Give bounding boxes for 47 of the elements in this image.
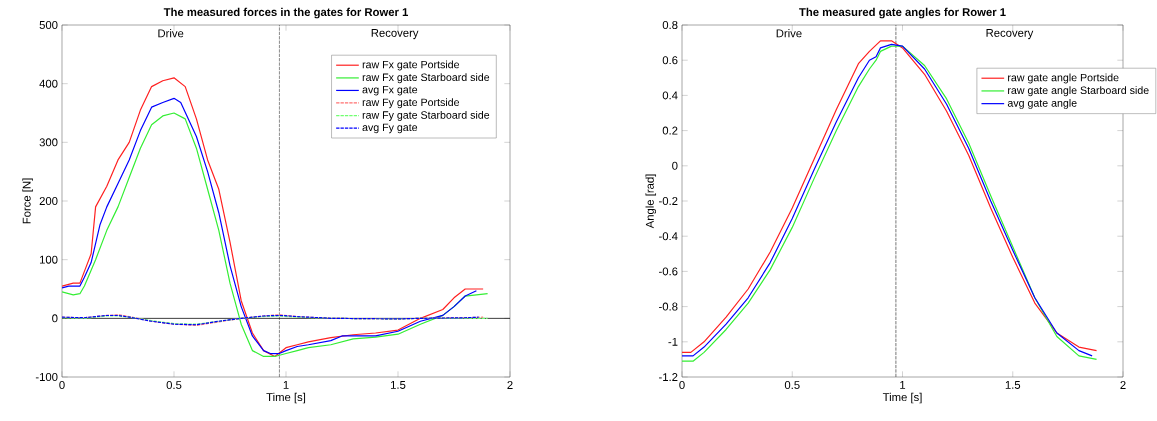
legend-label: raw gate angle Starboard side — [1008, 86, 1149, 97]
x-tick-label: 1.5 — [1005, 381, 1021, 389]
annotation: Recovery — [371, 29, 419, 40]
y-tick-label: 0.6 — [662, 56, 678, 65]
legend-label: avg gate angle — [1007, 98, 1077, 109]
y-axis-title: Angle [rad] — [645, 174, 657, 229]
y-tick-label: 0.8 — [662, 21, 678, 29]
y-tick-label: -0.4 — [659, 232, 678, 241]
x-tick-label: 1.5 — [391, 381, 406, 389]
annotation: Recovery — [986, 29, 1034, 40]
y-tick-label: 0 — [52, 314, 58, 323]
x-tick-label: 1 — [900, 381, 906, 389]
annotation: Drive — [158, 29, 184, 38]
y-axis-title: Force [N] — [22, 178, 33, 224]
annotation: Drive — [776, 29, 802, 38]
legend-label: raw Fx gate Portside — [362, 60, 460, 71]
y-tick-label: -100 — [35, 373, 58, 381]
legend-label: avg Fx gate — [362, 85, 418, 96]
y-tick-label: 400 — [39, 79, 58, 88]
legend-label: raw gate angle Portside — [1008, 73, 1119, 84]
y-tick-label: -0.6 — [659, 267, 678, 276]
legend-label: raw Fx gate Starboard side — [362, 73, 490, 84]
x-tick-label: 2 — [507, 381, 513, 389]
x-tick-label: 0 — [59, 381, 65, 390]
y-tick-label: 0.2 — [662, 126, 678, 135]
legend-label: raw Fy gate Starboard side — [362, 110, 490, 121]
y-tick-label: 300 — [39, 138, 58, 147]
legend-label: raw Fy gate Portside — [362, 98, 460, 109]
y-tick-label: 100 — [39, 255, 58, 264]
y-tick-label: -1.2 — [659, 373, 678, 381]
x-tick-label: 0.5 — [784, 381, 800, 390]
x-tick-label: 0 — [679, 381, 685, 390]
chart-title: The measured gate angles for Rower 1 — [799, 7, 1006, 19]
y-tick-label: 0 — [672, 161, 678, 170]
x-axis-title: Time [s] — [882, 392, 922, 404]
legend-label: avg Fy gate — [362, 123, 418, 134]
y-tick-label: 200 — [39, 197, 58, 205]
y-tick-label: -0.2 — [659, 197, 678, 205]
x-tick-label: 2 — [1120, 381, 1126, 389]
y-tick-label: -0.8 — [659, 302, 678, 311]
y-tick-label: -1 — [668, 337, 678, 346]
x-tick-label: 1 — [283, 381, 289, 389]
x-tick-label: 0.5 — [166, 381, 182, 390]
y-tick-label: 500 — [39, 21, 58, 29]
y-tick-label: 0.4 — [662, 91, 678, 100]
chart-title: The measured forces in the gates for Rower 1 — [163, 7, 409, 19]
x-axis-title: Time [s] — [266, 392, 306, 404]
